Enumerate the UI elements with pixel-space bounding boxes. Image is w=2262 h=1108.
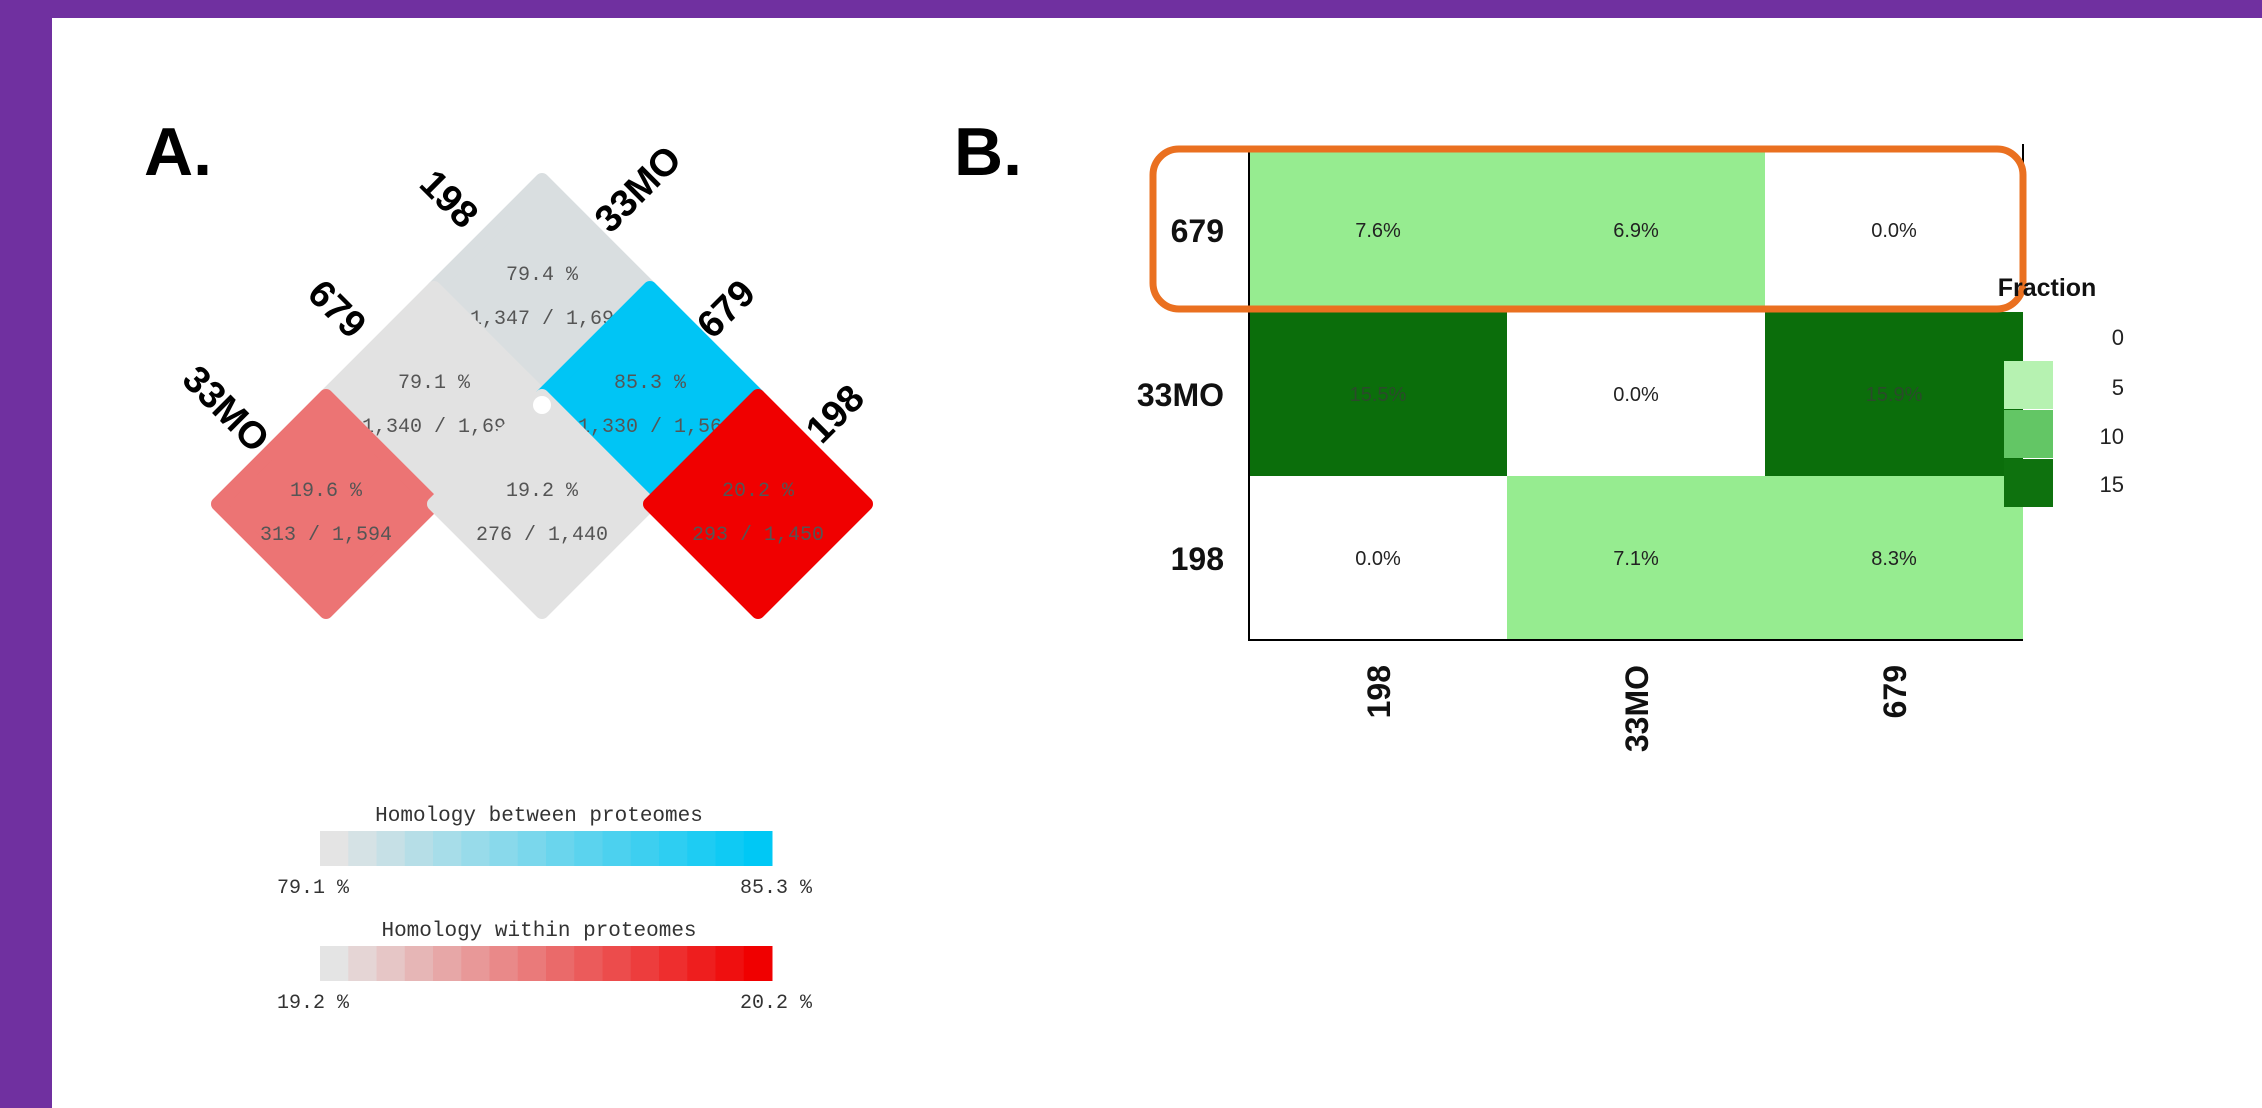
legend-within-swatch: [404, 946, 434, 981]
legend-between-swatch: [743, 831, 773, 866]
y-tick-label: 679: [1171, 213, 1224, 249]
cell-percent: 20.2 %: [722, 480, 795, 503]
legend-swatch: [2004, 410, 2053, 458]
legend-within-swatch: [574, 946, 603, 981]
legend-between-swatch: [687, 831, 716, 866]
cell-percent: 79.4 %: [506, 264, 579, 287]
heatmap-cell: [1249, 476, 1507, 640]
cell-percent: 85.3 %: [614, 372, 687, 395]
diamond-shape: [427, 389, 657, 619]
legend-between-swatch: [376, 831, 406, 866]
cell-count: 276 / 1,440: [476, 524, 608, 547]
fraction-legend: Fraction 0 5 10 15: [1998, 274, 2124, 507]
heatmap-cell: [1249, 312, 1507, 476]
heatmap-cell: [1765, 476, 2023, 640]
cell-percent: 19.2 %: [506, 480, 579, 503]
legend-between-swatch: [517, 831, 547, 866]
fraction-heatmap: 7.6% 6.9% 0.0% 15.5% 0.0% 15.9% 0.0% 7.1% 8.3% 67…: [1137, 144, 2124, 752]
panel-b-label: B.: [954, 114, 1022, 190]
heatmap-value-label: 6.9%: [1613, 220, 1659, 242]
legend-within-swatch: [630, 946, 660, 981]
legend-between-swatch: [602, 831, 632, 866]
legend-swatch: [2004, 459, 2053, 507]
legend-between-swatch: [630, 831, 660, 866]
legend-within-swatch: [489, 946, 519, 981]
heatmap-cell: [1765, 312, 2023, 476]
legend-tick: 10: [2100, 424, 2124, 449]
legend-swatch: [2004, 361, 2053, 409]
heatmap-value-label: 0.0%: [1613, 384, 1659, 406]
legend-between-swatch: [715, 831, 745, 866]
cell-count: 1,347 / 1,69: [470, 308, 614, 331]
heatmap-cell: [1507, 312, 1765, 476]
legend-within-swatch: [461, 946, 490, 981]
heatmap-value-label: 0.0%: [1871, 220, 1917, 242]
legend-between-swatch: [433, 831, 462, 866]
x-tick-label: 198: [1361, 665, 1397, 718]
homology-diagram: 79.4 % 1,347 / 1,69 79.1 % 1,340 / 1,69 85.3…: [174, 138, 873, 1015]
legend-between-swatch: [404, 831, 434, 866]
heatmap-cell: [1249, 148, 1507, 312]
legend-tick: 5: [2112, 375, 2124, 400]
heatmap-value-label: 0.0%: [1355, 548, 1401, 570]
heatmap-cell: [1507, 148, 1765, 312]
legend-within-max: 20.2 %: [740, 992, 813, 1015]
legend-within-swatch: [687, 946, 716, 981]
legend-between-swatch: [574, 831, 603, 866]
heatmap-cell: [1765, 148, 2023, 312]
cell-count: 293 / 1,450: [692, 524, 824, 547]
legend-title: Fraction: [1998, 274, 2097, 302]
slide: A. B. 79.4 % 1,347 / 1,69 79.1 % 1,340 / 1,…: [52, 18, 2262, 1108]
legend-tick: 15: [2100, 472, 2124, 497]
legend-between-swatch: [659, 831, 688, 866]
x-tick-label: 679: [1877, 665, 1913, 718]
legend-within-swatch: [376, 946, 406, 981]
legend-within-swatch: [743, 946, 773, 981]
legend-within-title: Homology within proteomes: [381, 920, 696, 943]
heatmap-value-label: 15.5%: [1350, 384, 1407, 406]
legend-within-swatch: [320, 946, 349, 981]
cell-count: 1,330 / 1,56: [578, 416, 722, 439]
legend-between-min: 79.1 %: [277, 877, 350, 900]
diamond-shape: [211, 389, 441, 619]
diamond-shape: [643, 389, 873, 619]
legend-within-swatch: [517, 946, 547, 981]
legend-within: Homology within proteomes 19.2 % 20.2 %: [277, 920, 813, 1015]
legend-between-swatch: [320, 831, 349, 866]
legend-tick: 0: [2112, 325, 2124, 350]
legend-between-swatch: [489, 831, 519, 866]
heatmap-cell: [1507, 476, 1765, 640]
heatmap-value-label: 7.6%: [1355, 220, 1401, 242]
legend-between: Homology between proteomes 79.1 % 85.3 %: [277, 805, 813, 900]
panel-a-label: A.: [144, 114, 212, 190]
legend-between-max: 85.3 %: [740, 877, 813, 900]
diamond-cell-bot-mid: 19.2 % 276 / 1,440: [427, 389, 657, 619]
diamond-cell-bot-right: 20.2 % 293 / 1,450: [643, 389, 873, 619]
heatmap-value-label: 15.9%: [1866, 384, 1923, 406]
y-tick-label: 198: [1171, 541, 1224, 577]
legend-within-swatch: [433, 946, 462, 981]
legend-within-swatch: [546, 946, 575, 981]
legend-within-swatch: [602, 946, 632, 981]
cell-percent: 79.1 %: [398, 372, 471, 395]
heatmap-value-label: 8.3%: [1871, 548, 1917, 570]
legend-between-swatch: [546, 831, 575, 866]
legend-within-min: 19.2 %: [277, 992, 350, 1015]
legend-between-swatch: [348, 831, 377, 866]
legend-between-swatch: [461, 831, 490, 866]
heatmap-value-label: 7.1%: [1613, 548, 1659, 570]
row-highlight-box: [1149, 145, 2027, 313]
cell-percent: 19.6 %: [290, 480, 363, 503]
cell-count: 313 / 1,594: [260, 524, 392, 547]
junction-dot: [533, 396, 551, 414]
y-tick-label: 33MO: [1137, 377, 1224, 413]
diamond-cell-bot-left: 19.6 % 313 / 1,594: [211, 389, 441, 619]
legend-within-swatch: [348, 946, 377, 981]
legend-between-title: Homology between proteomes: [375, 805, 703, 828]
legend-within-swatch: [659, 946, 688, 981]
legend-within-swatch: [715, 946, 745, 981]
x-tick-label: 33MO: [1619, 665, 1655, 752]
cell-count: 1,340 / 1,69: [362, 416, 506, 439]
